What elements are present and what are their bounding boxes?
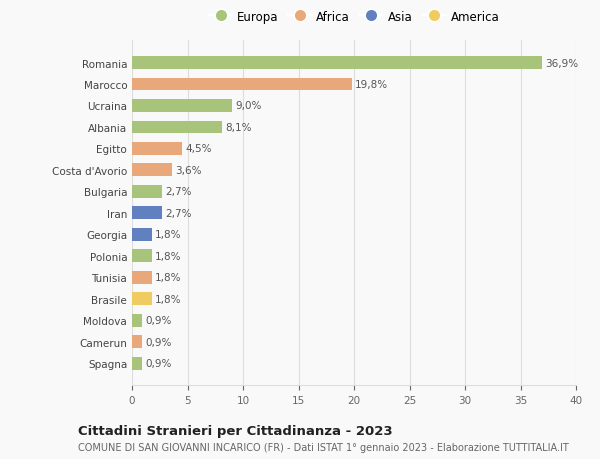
Text: Cittadini Stranieri per Cittadinanza - 2023: Cittadini Stranieri per Cittadinanza - 2… xyxy=(78,425,392,437)
Bar xyxy=(132,293,152,306)
Text: 0,9%: 0,9% xyxy=(145,358,172,369)
Text: 0,9%: 0,9% xyxy=(145,316,172,325)
Text: 4,5%: 4,5% xyxy=(185,144,212,154)
Bar xyxy=(132,229,152,241)
Bar xyxy=(132,57,542,70)
Text: 8,1%: 8,1% xyxy=(225,123,252,133)
Bar xyxy=(132,314,142,327)
Bar xyxy=(132,185,162,198)
Text: 1,8%: 1,8% xyxy=(155,230,182,240)
Text: 2,7%: 2,7% xyxy=(166,208,192,218)
Bar xyxy=(132,250,152,263)
Text: 3,6%: 3,6% xyxy=(175,166,202,175)
Text: 19,8%: 19,8% xyxy=(355,80,388,90)
Bar xyxy=(132,78,352,91)
Text: 36,9%: 36,9% xyxy=(545,58,578,68)
Bar xyxy=(132,143,182,156)
Text: 1,8%: 1,8% xyxy=(155,252,182,261)
Bar xyxy=(132,100,232,113)
Bar xyxy=(132,164,172,177)
Text: 0,9%: 0,9% xyxy=(145,337,172,347)
Bar xyxy=(132,121,222,134)
Bar xyxy=(132,207,162,220)
Text: 1,8%: 1,8% xyxy=(155,294,182,304)
Bar xyxy=(132,271,152,284)
Bar xyxy=(132,336,142,348)
Bar xyxy=(132,357,142,370)
Text: 2,7%: 2,7% xyxy=(166,187,192,197)
Text: COMUNE DI SAN GIOVANNI INCARICO (FR) - Dati ISTAT 1° gennaio 2023 - Elaborazione: COMUNE DI SAN GIOVANNI INCARICO (FR) - D… xyxy=(78,442,569,452)
Legend: Europa, Africa, Asia, America: Europa, Africa, Asia, America xyxy=(204,6,504,28)
Text: 1,8%: 1,8% xyxy=(155,273,182,283)
Text: 9,0%: 9,0% xyxy=(235,101,262,111)
